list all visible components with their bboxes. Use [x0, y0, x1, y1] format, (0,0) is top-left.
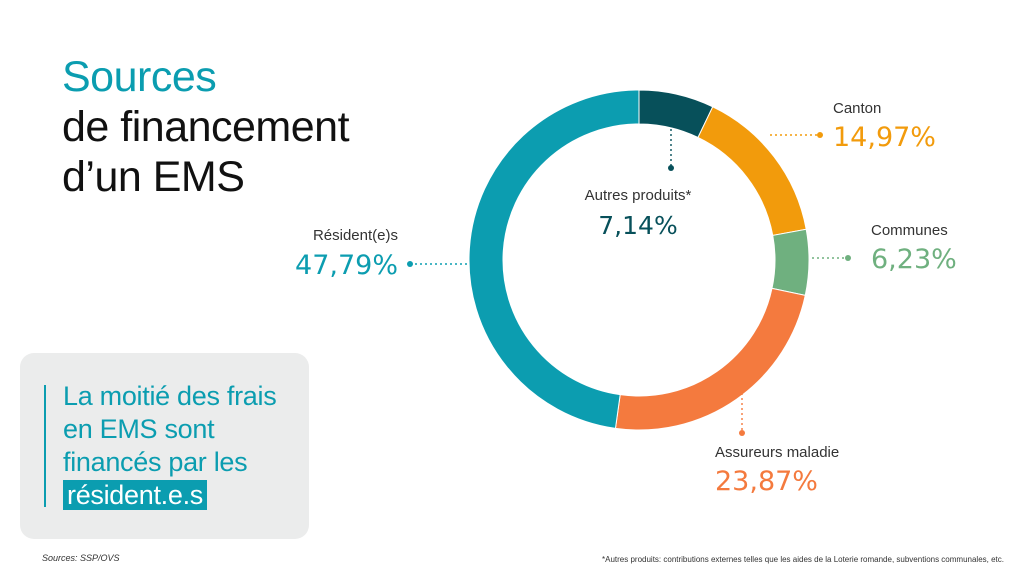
leader-dot: [845, 255, 851, 261]
category-label: Autres produits*: [585, 187, 692, 204]
value-label: 47,79%: [295, 250, 398, 281]
page-title: Sources de financement d’un EMS: [62, 52, 350, 202]
callout-message: La moitié des frais en EMS sont financés…: [63, 380, 303, 512]
callout-accent-bar: [44, 385, 46, 507]
category-label: Canton: [833, 100, 881, 117]
slice-canton: [697, 106, 807, 237]
callout-highlight: résident.e.s: [63, 480, 207, 510]
leader-dot: [668, 165, 674, 171]
slice-communes: [771, 228, 810, 297]
leader-dot: [407, 261, 413, 267]
category-label: Résident(e)s: [313, 227, 398, 244]
title-line-3: d’un EMS: [62, 153, 245, 201]
slice-re-sident-e-s: [468, 89, 640, 429]
title-accent: Sources: [62, 53, 217, 101]
value-label: 7,14%: [598, 211, 677, 240]
callout-box: La moitié des frais en EMS sont financés…: [20, 353, 309, 539]
slice-assureurs-maladie: [614, 287, 806, 431]
leader-dot: [739, 430, 745, 436]
value-label: 14,97%: [833, 122, 936, 153]
title-line-2: de financement: [62, 103, 350, 151]
callout-text: La moitié des frais en EMS sont financés…: [63, 381, 277, 477]
category-label: Assureurs maladie: [715, 444, 839, 461]
value-label: 6,23%: [871, 244, 957, 275]
sources-note: Sources: SSP/OVS: [42, 553, 120, 563]
leader-dot: [817, 132, 823, 138]
footnote: *Autres produits: contributions externes…: [602, 555, 1004, 564]
category-label: Communes: [871, 222, 948, 239]
value-label: 23,87%: [715, 466, 818, 497]
